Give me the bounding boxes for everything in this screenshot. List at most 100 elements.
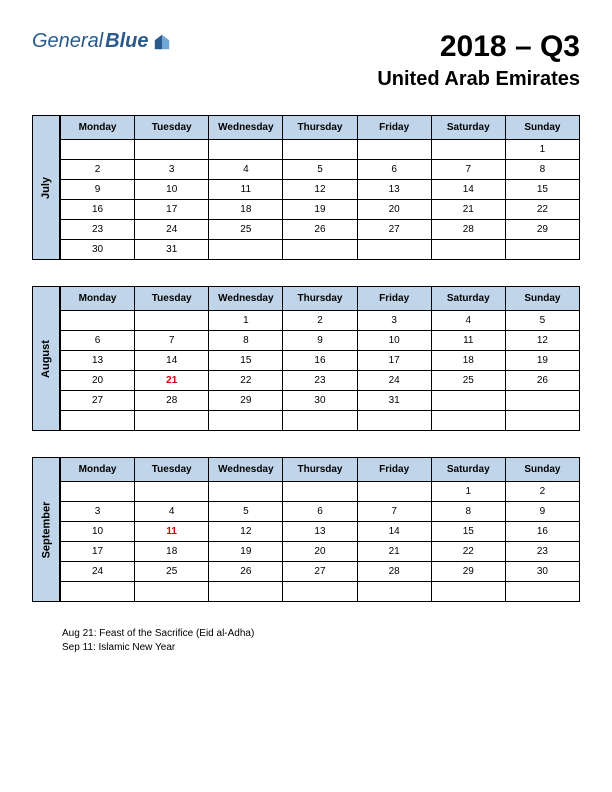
day-cell: 20 [357,200,431,220]
day-cell [357,482,431,502]
day-cell [135,140,209,160]
day-cell [61,140,135,160]
day-cell: 31 [135,240,209,260]
day-cell: 26 [505,371,579,391]
day-cell [357,140,431,160]
day-cell: 13 [283,522,357,542]
day-header: Sunday [505,116,579,140]
day-cell: 8 [431,502,505,522]
day-cell: 3 [135,160,209,180]
day-cell: 22 [209,371,283,391]
day-header: Friday [357,458,431,482]
day-cell [135,311,209,331]
day-cell [505,582,579,602]
title-main: 2018 – Q3 [377,30,580,64]
table-row: 23242526272829 [61,220,580,240]
day-cell: 19 [505,351,579,371]
day-cell [505,240,579,260]
logo-text-2: Blue [105,30,148,53]
month-label: August [32,286,60,431]
day-cell: 9 [61,180,135,200]
day-cell [431,240,505,260]
day-cell: 8 [209,331,283,351]
table-row: 17181920212223 [61,542,580,562]
day-header: Friday [357,287,431,311]
holiday-note: Sep 11: Islamic New Year [62,642,580,653]
day-header: Tuesday [135,116,209,140]
day-cell: 14 [135,351,209,371]
day-cell: 24 [61,562,135,582]
day-cell: 3 [357,311,431,331]
day-cell [209,582,283,602]
day-cell: 16 [283,351,357,371]
day-cell: 6 [61,331,135,351]
day-header: Monday [61,287,135,311]
month-name: July [40,176,52,198]
day-cell: 10 [357,331,431,351]
day-header: Wednesday [209,116,283,140]
logo-text-1: General [32,30,103,53]
day-header: Monday [61,458,135,482]
day-cell: 2 [283,311,357,331]
day-cell: 19 [209,542,283,562]
day-cell: 28 [431,220,505,240]
day-cell [283,411,357,431]
day-cell: 20 [61,371,135,391]
day-header: Sunday [505,458,579,482]
table-row: 2728293031 [61,391,580,411]
day-cell [61,411,135,431]
day-header: Wednesday [209,458,283,482]
table-row: 24252627282930 [61,562,580,582]
month-name: September [40,501,52,558]
day-cell: 17 [61,542,135,562]
day-header: Sunday [505,287,579,311]
day-cell: 11 [135,522,209,542]
day-header: Friday [357,116,431,140]
day-cell: 25 [431,371,505,391]
day-cell [431,582,505,602]
day-cell: 16 [505,522,579,542]
table-row: 9101112131415 [61,180,580,200]
day-cell: 7 [135,331,209,351]
day-cell: 16 [61,200,135,220]
day-cell [61,482,135,502]
day-cell: 5 [283,160,357,180]
day-cell [505,391,579,411]
day-cell [61,582,135,602]
day-cell [209,240,283,260]
day-cell: 11 [209,180,283,200]
table-row [61,411,580,431]
day-header: Wednesday [209,287,283,311]
month-block-july: JulyMondayTuesdayWednesdayThursdayFriday… [32,115,580,260]
day-cell: 31 [357,391,431,411]
day-cell: 14 [357,522,431,542]
day-cell: 2 [505,482,579,502]
day-cell: 27 [61,391,135,411]
holiday-notes: Aug 21: Feast of the Sacrifice (Eid al-A… [32,628,580,653]
calendar-table: MondayTuesdayWednesdayThursdayFridaySatu… [60,286,580,431]
day-cell: 23 [283,371,357,391]
title-block: 2018 – Q3 United Arab Emirates [377,30,580,91]
logo-icon [153,33,171,51]
day-cell [283,582,357,602]
day-cell: 3 [61,502,135,522]
day-cell [209,411,283,431]
day-cell: 9 [283,331,357,351]
day-cell [357,240,431,260]
day-header: Saturday [431,116,505,140]
day-cell: 7 [431,160,505,180]
table-row: 16171819202122 [61,200,580,220]
day-cell [431,140,505,160]
day-cell: 15 [431,522,505,542]
day-cell: 1 [209,311,283,331]
day-cell: 4 [209,160,283,180]
holiday-note: Aug 21: Feast of the Sacrifice (Eid al-A… [62,628,580,639]
day-cell: 5 [209,502,283,522]
day-cell [135,582,209,602]
day-cell [135,411,209,431]
day-cell: 6 [357,160,431,180]
calendar-table: MondayTuesdayWednesdayThursdayFridaySatu… [60,457,580,602]
day-cell: 12 [209,522,283,542]
day-cell: 25 [135,562,209,582]
day-cell: 18 [135,542,209,562]
